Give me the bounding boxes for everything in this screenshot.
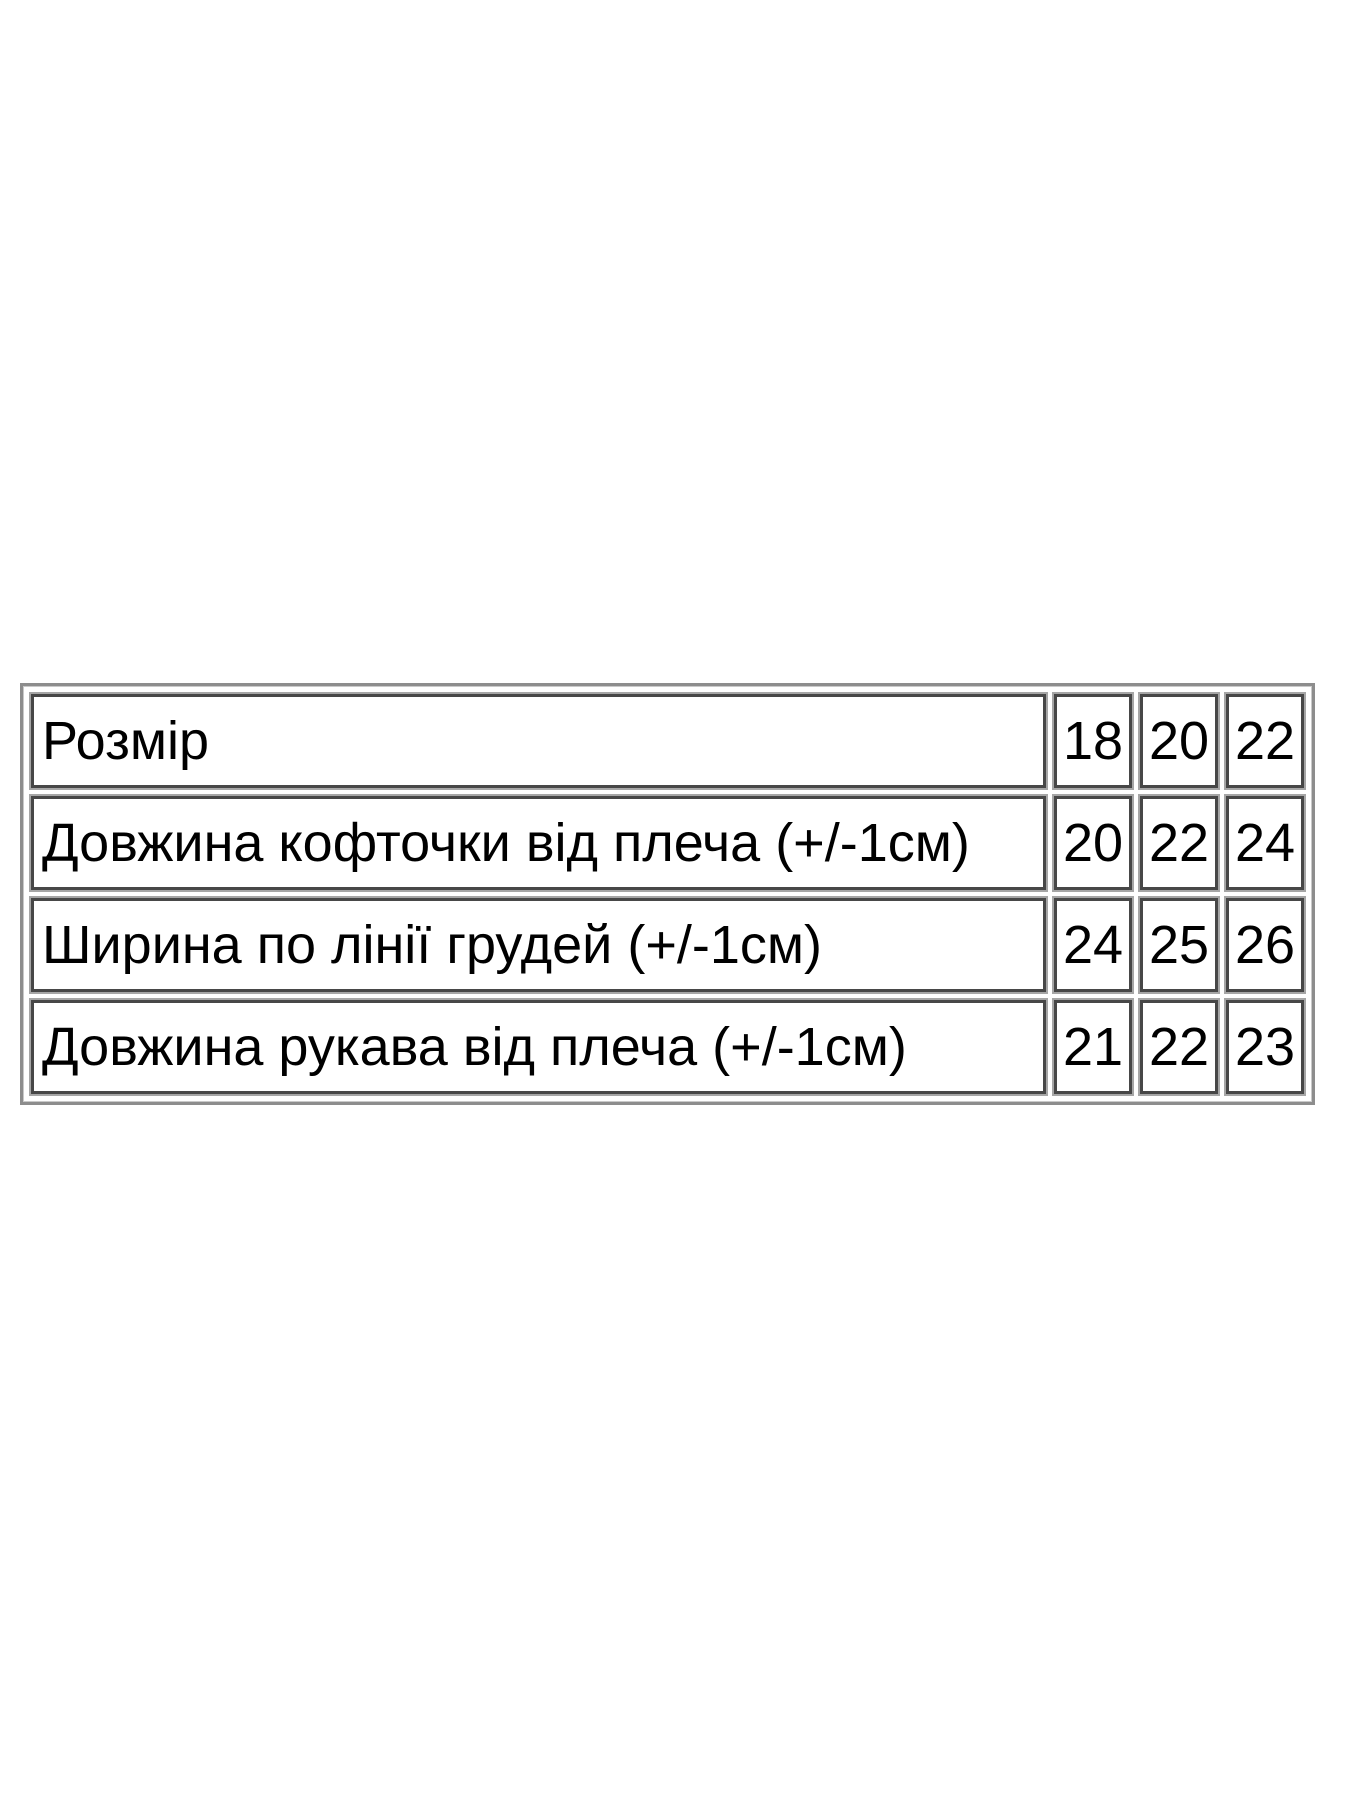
size-value-cell: 18 (1054, 694, 1132, 788)
size-chart-container: Розмір 18 20 22 Довжина кофточки від плеча (… (20, 683, 1315, 1105)
size-value-cell: 21 (1054, 1000, 1132, 1094)
size-value-cell: 20 (1140, 694, 1218, 788)
table-row: Ширина по лінії грудей (+/-1см) 24 25 26 (31, 898, 1304, 992)
size-value-cell: 23 (1226, 1000, 1304, 1094)
size-chart-table: Розмір 18 20 22 Довжина кофточки від плеча (… (20, 683, 1315, 1105)
size-value-cell: 22 (1140, 796, 1218, 890)
row-label-cell: Довжина рукава від плеча (+/-1см) (31, 1000, 1046, 1094)
size-value-cell: 22 (1140, 1000, 1218, 1094)
size-value-cell: 26 (1226, 898, 1304, 992)
table-row: Довжина рукава від плеча (+/-1см) 21 22 23 (31, 1000, 1304, 1094)
size-value-cell: 24 (1226, 796, 1304, 890)
size-value-cell: 24 (1054, 898, 1132, 992)
size-chart-body: Розмір 18 20 22 Довжина кофточки від плеча (… (31, 694, 1304, 1094)
size-value-cell: 25 (1140, 898, 1218, 992)
size-value-cell: 20 (1054, 796, 1132, 890)
row-label-cell: Ширина по лінії грудей (+/-1см) (31, 898, 1046, 992)
row-label-cell: Довжина кофточки від плеча (+/-1см) (31, 796, 1046, 890)
table-row: Розмір 18 20 22 (31, 694, 1304, 788)
size-value-cell: 22 (1226, 694, 1304, 788)
table-row: Довжина кофточки від плеча (+/-1см) 20 22 2… (31, 796, 1304, 890)
row-label-cell: Розмір (31, 694, 1046, 788)
